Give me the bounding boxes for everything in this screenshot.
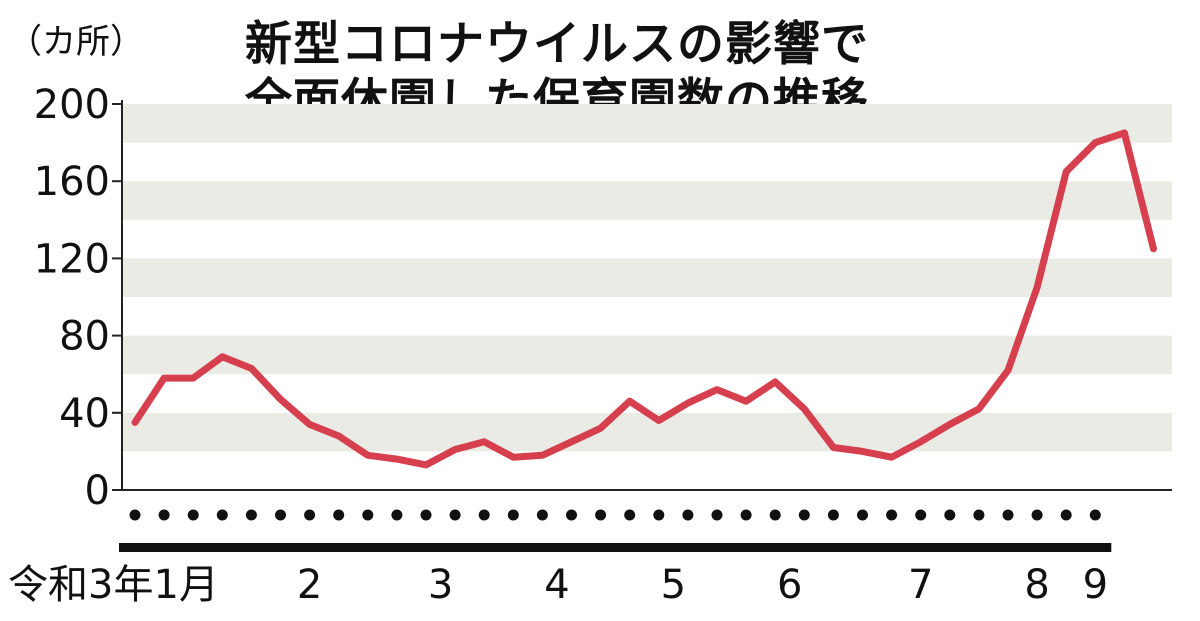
- month-bracket: [613, 543, 733, 552]
- grid-band: [122, 412, 1172, 452]
- y-tick-label: 0: [85, 468, 110, 514]
- week-dot: [333, 509, 345, 521]
- grid-band: [122, 104, 1172, 143]
- grid-band: [122, 335, 1172, 375]
- y-axis-unit-label: （カ所）: [8, 22, 144, 62]
- week-dot: [420, 509, 432, 521]
- x-tick-label: 令和3年1月: [8, 562, 219, 608]
- chart-title-line-1: 新型コロナウイルスの影響で: [245, 17, 869, 72]
- y-tick-label: 80: [59, 314, 110, 360]
- grid-bands: [122, 104, 1172, 452]
- month-brackets: [119, 543, 1112, 552]
- y-tick-labels: 0 40 80 120 160 200: [34, 82, 110, 514]
- x-tick-label: 2: [297, 562, 322, 608]
- week-dot: [158, 509, 170, 521]
- month-bracket: [1079, 543, 1112, 552]
- x-tick-label: 5: [661, 562, 686, 608]
- week-dot: [566, 509, 577, 521]
- x-tick-label: 4: [544, 562, 569, 608]
- week-dot: [362, 509, 374, 521]
- week-dot: [740, 509, 752, 521]
- week-dot: [1031, 509, 1043, 521]
- week-dot: [624, 509, 636, 521]
- week-dot: [711, 509, 723, 521]
- week-dot: [216, 509, 228, 521]
- y-tick-label: 120: [34, 236, 110, 282]
- series-layer: [131, 129, 1157, 469]
- x-tick-label: 7: [908, 562, 933, 608]
- week-dot: [187, 509, 199, 521]
- week-dot: [827, 509, 839, 521]
- week-dot: [653, 509, 665, 521]
- month-bracket: [497, 543, 617, 552]
- x-tick-label: 6: [777, 562, 802, 608]
- week-dot: [275, 509, 286, 521]
- week-dot: [536, 509, 548, 521]
- y-tick-label: 160: [34, 159, 110, 205]
- y-tick-label: 200: [34, 82, 110, 128]
- week-dot: [682, 509, 694, 521]
- x-week-dots: [129, 509, 1101, 521]
- week-dot: [769, 509, 781, 521]
- series-line: [131, 129, 1157, 469]
- week-dot: [449, 509, 461, 521]
- week-dot: [478, 509, 490, 521]
- week-dot: [1060, 509, 1072, 521]
- x-tick-label: 8: [1024, 562, 1049, 608]
- week-dot: [304, 509, 316, 521]
- month-bracket: [235, 543, 384, 552]
- x-tick-label: 9: [1083, 562, 1108, 608]
- month-bracket: [730, 543, 850, 552]
- week-dot: [973, 509, 985, 521]
- month-bracket: [992, 543, 1083, 552]
- week-dot: [944, 509, 956, 521]
- month-bracket: [119, 543, 239, 552]
- x-tick-labels: 令和3年1月 2 3 4 5 6 7 8 9: [8, 562, 1108, 608]
- week-dot: [595, 509, 607, 521]
- week-dot: [915, 509, 927, 521]
- grid-band: [122, 181, 1172, 220]
- month-bracket: [846, 543, 995, 552]
- axes: [112, 100, 1172, 491]
- week-dot: [507, 509, 519, 521]
- week-dot: [857, 509, 868, 521]
- y-tick-label: 40: [59, 391, 110, 437]
- week-dot: [1002, 509, 1014, 521]
- week-dot: [798, 509, 810, 521]
- month-bracket: [380, 543, 501, 552]
- x-tick-label: 3: [428, 562, 453, 608]
- week-dot: [129, 509, 141, 521]
- week-dot: [245, 509, 257, 521]
- week-dot: [1089, 509, 1101, 521]
- week-dot: [391, 509, 403, 521]
- week-dot: [886, 509, 898, 521]
- grid-band: [122, 258, 1172, 297]
